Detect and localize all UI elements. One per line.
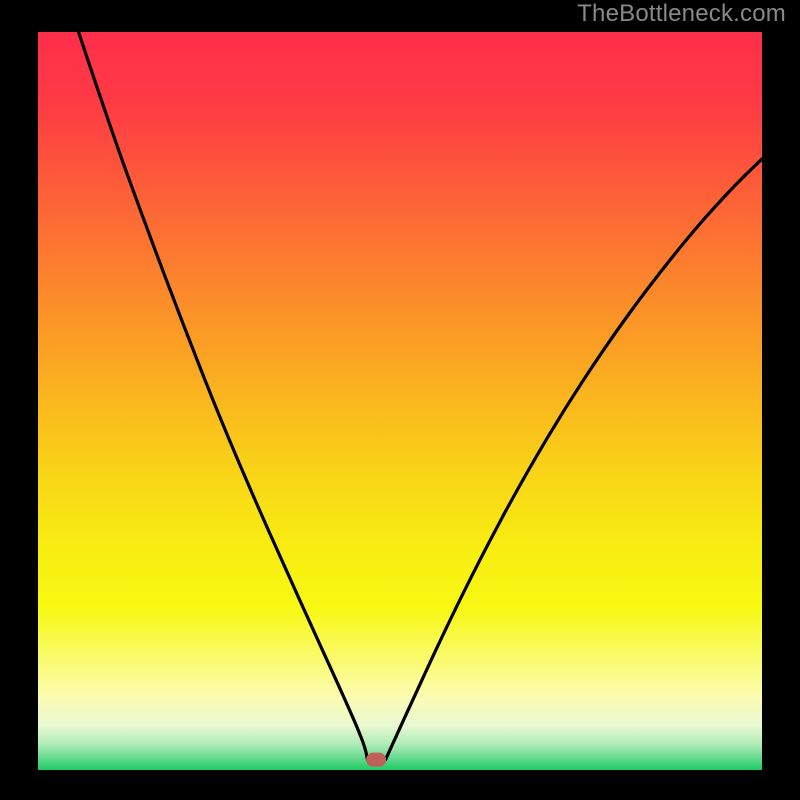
chart-container: { "watermark": { "text": "TheBottleneck.… [0,0,800,800]
bottleneck-chart [0,0,800,800]
optimal-marker [366,753,386,767]
watermark-text: TheBottleneck.com [577,0,786,28]
chart-plot-area [38,32,762,770]
